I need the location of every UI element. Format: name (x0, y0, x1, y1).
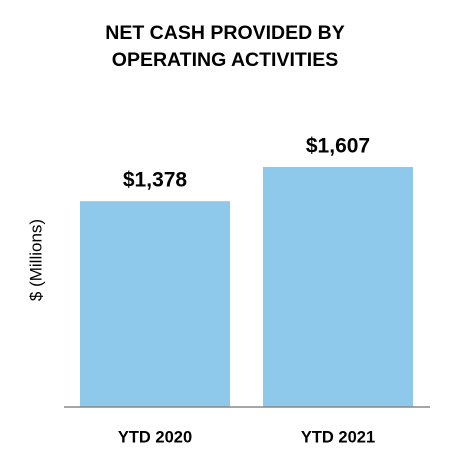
x-tick-label: YTD 2020 (118, 428, 192, 446)
x-tick-label: YTD 2021 (301, 428, 375, 446)
y-axis-label: $ (Millions) (26, 219, 45, 301)
bar (80, 201, 230, 407)
value-label: $1,378 (123, 169, 188, 192)
chart-title: NET CASH PROVIDED BY OPERATING ACTIVITIE… (105, 22, 345, 71)
bar (263, 167, 413, 407)
value-label: $1,607 (306, 135, 370, 158)
